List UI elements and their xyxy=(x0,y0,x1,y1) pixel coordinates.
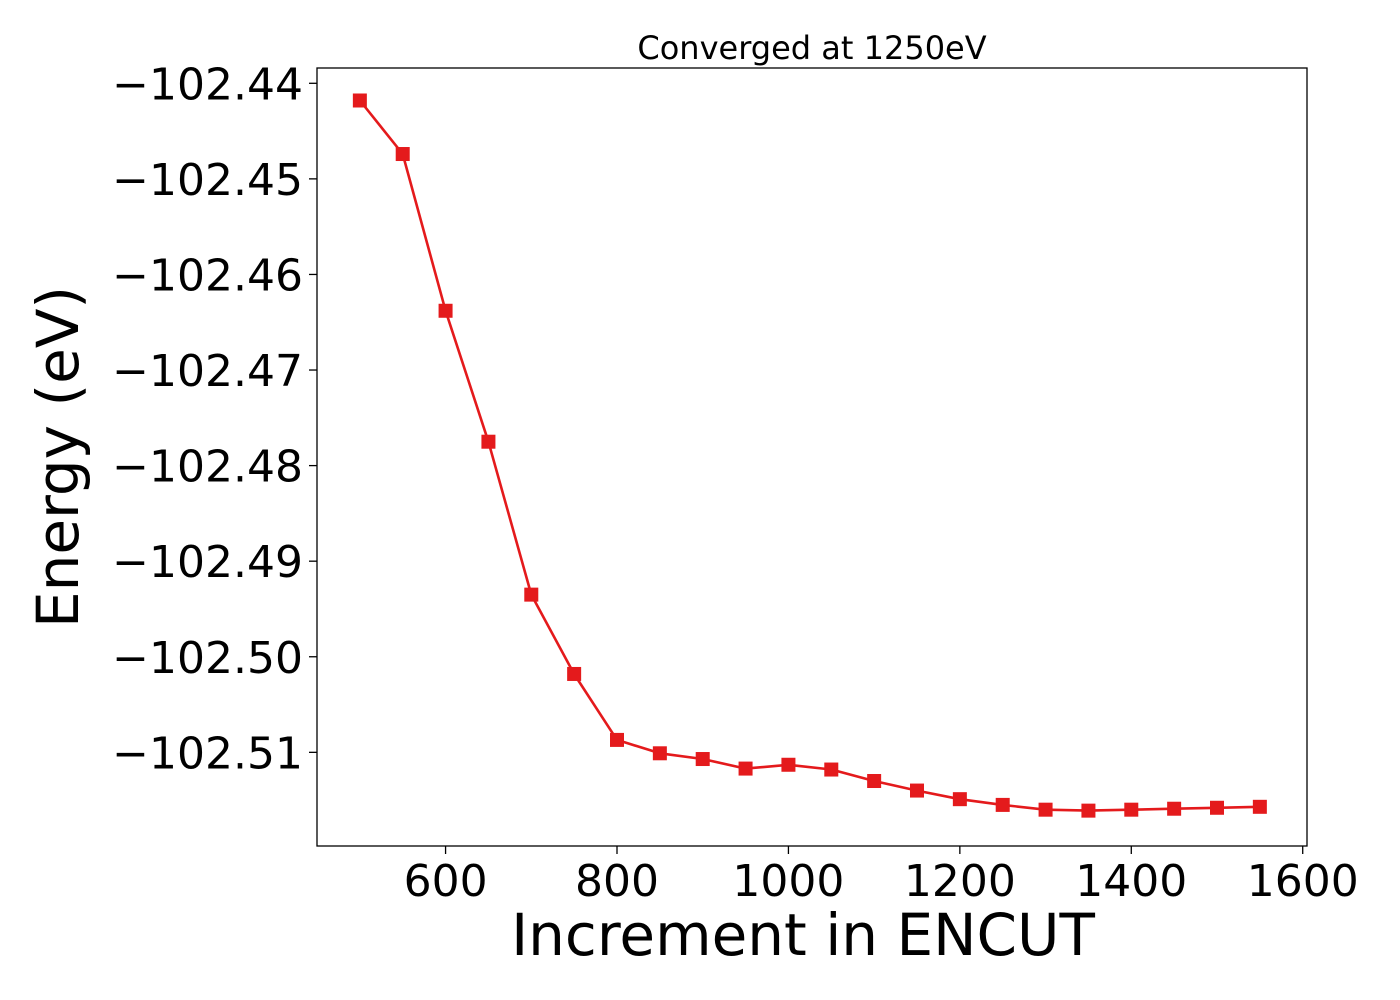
y-tick-label: −102.47 xyxy=(112,346,303,397)
data-point xyxy=(695,752,710,767)
x-tick-label: 800 xyxy=(575,856,659,907)
data-point xyxy=(781,757,796,772)
y-tick-label: −102.49 xyxy=(112,537,303,588)
data-point xyxy=(1210,800,1224,815)
data-point xyxy=(1252,799,1267,814)
x-tick-label: 1600 xyxy=(1247,856,1359,907)
x-axis-label: Increment in ENCUT xyxy=(511,901,1095,969)
data-point xyxy=(1124,802,1139,817)
data-point xyxy=(352,93,367,108)
y-tick-label: −102.48 xyxy=(112,442,303,493)
x-tick-label: 1200 xyxy=(904,856,1016,907)
x-tick-label: 600 xyxy=(404,856,488,907)
data-point xyxy=(824,762,839,777)
y-axis-label: Energy (eV) xyxy=(24,286,92,628)
data-point xyxy=(1038,802,1053,817)
data-point xyxy=(395,147,410,162)
y-tick-label: −102.51 xyxy=(112,728,303,779)
data-point xyxy=(910,783,924,798)
data-point xyxy=(438,303,453,318)
data-point xyxy=(524,587,539,602)
data-point xyxy=(738,761,753,776)
data-point xyxy=(952,792,967,807)
y-tick-label: −102.50 xyxy=(112,633,303,684)
plot-area xyxy=(352,93,1267,818)
y-axis-ticks: −102.44 −102.45 −102.46 −102.47 −102.48 −102.… xyxy=(112,59,317,779)
y-tick-label: −102.46 xyxy=(112,250,303,301)
x-tick-label: 1000 xyxy=(732,856,844,907)
data-point xyxy=(1081,803,1096,818)
y-tick-label: −102.44 xyxy=(112,59,303,110)
x-tick-label: 1400 xyxy=(1075,856,1187,907)
plot-frame xyxy=(316,67,1308,847)
data-point xyxy=(652,746,667,761)
series-line xyxy=(358,99,1260,812)
y-tick-label: −102.45 xyxy=(112,155,303,206)
data-point xyxy=(867,774,882,789)
chart-title: Converged at 1250eV xyxy=(637,29,986,67)
data-point xyxy=(1167,801,1182,816)
data-point xyxy=(481,434,496,449)
data-point xyxy=(995,797,1010,812)
data-point xyxy=(567,666,582,681)
x-axis-ticks: 600 800 1000 1200 1400 1600 xyxy=(404,846,1359,907)
data-point xyxy=(610,732,624,747)
